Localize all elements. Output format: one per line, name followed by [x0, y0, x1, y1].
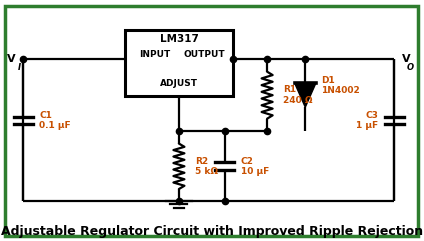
Text: INPUT: INPUT: [139, 50, 170, 59]
Text: LM317: LM317: [160, 34, 198, 44]
Text: D1
1N4002: D1 1N4002: [321, 76, 360, 95]
Text: I: I: [17, 63, 21, 72]
Text: OUTPUT: OUTPUT: [183, 50, 225, 59]
Text: Adjustable Regulator Circuit with Improved Ripple Rejection: Adjustable Regulator Circuit with Improv…: [1, 225, 423, 238]
Text: ADJUST: ADJUST: [160, 79, 198, 88]
Bar: [125, 30, 233, 96]
Polygon shape: [295, 83, 316, 107]
Text: R2
5 kΩ: R2 5 kΩ: [195, 157, 218, 176]
Text: C2
10 μF: C2 10 μF: [241, 157, 269, 176]
Text: V: V: [402, 54, 410, 64]
Text: R1
240 Ω: R1 240 Ω: [283, 86, 313, 105]
Text: V: V: [7, 54, 16, 64]
Text: O: O: [407, 63, 413, 72]
FancyBboxPatch shape: [5, 6, 418, 236]
Text: C1
0.1 μF: C1 0.1 μF: [39, 111, 71, 130]
Text: C3
1 μF: C3 1 μF: [356, 111, 378, 130]
